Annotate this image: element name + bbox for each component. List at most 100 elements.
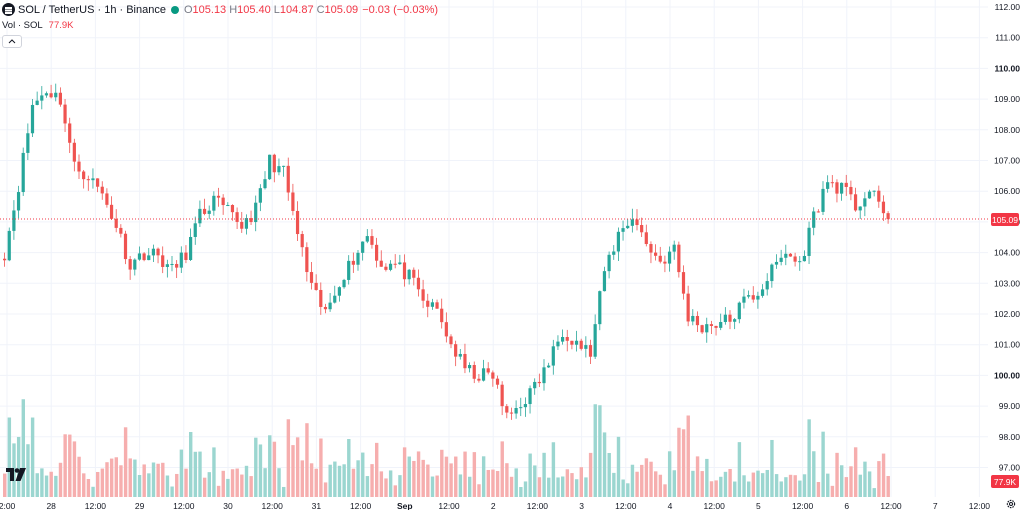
current-price-tag: 105.09 — [991, 213, 1019, 226]
chevron-up-icon — [8, 39, 16, 44]
candle-body — [523, 404, 527, 408]
volume-bar — [472, 452, 477, 497]
candle-body — [849, 186, 853, 195]
price-axis[interactable]: 112.00 111.00 110.00 109.00 108.00 107.00 106.… — [994, 2, 1020, 473]
volume-bar — [626, 483, 630, 497]
time-tick-label: 12:00 — [615, 501, 637, 510]
time-tick-label: 12:00 — [792, 501, 814, 510]
volume-bar — [249, 476, 253, 497]
candle-body — [477, 378, 481, 381]
time-tick-label: 29 — [135, 501, 145, 510]
time-tick-label: 12:00 — [438, 501, 460, 510]
volume-bar — [821, 431, 825, 497]
volume-bar — [82, 473, 86, 497]
candle-body — [156, 248, 160, 256]
candle-body — [881, 201, 886, 214]
market-status-icon[interactable] — [170, 5, 179, 14]
volume-bar — [830, 485, 835, 497]
volume-bar — [407, 456, 411, 497]
volume-bar — [691, 470, 695, 497]
volume-bar — [523, 481, 528, 497]
volume-bar — [305, 423, 309, 497]
volume-bar — [119, 465, 123, 497]
candle-body — [30, 104, 35, 134]
volume-bar — [519, 487, 523, 497]
volume-bar — [58, 462, 63, 497]
candle-body — [542, 367, 546, 384]
volume-bar — [3, 473, 7, 497]
volume-bar — [881, 453, 886, 497]
volume-bar — [393, 485, 397, 497]
volume-bar — [277, 468, 281, 497]
volume-bar — [602, 432, 607, 497]
volume-bar — [495, 471, 500, 497]
candle-body — [342, 279, 346, 288]
volume-label[interactable]: Vol · SOL — [2, 20, 43, 31]
volume-bar — [877, 461, 881, 497]
volume-bar — [612, 472, 616, 497]
candle-body — [361, 241, 365, 253]
volume-bar — [230, 469, 235, 497]
volume-bar — [268, 435, 272, 497]
time-axis[interactable]: 2:00 28 12:00 29 12:00 30 12:00 31 12:00 Sep 12:00… — [0, 501, 990, 510]
candle-body — [886, 213, 890, 220]
volume-bar — [886, 475, 890, 497]
candle-body — [681, 272, 686, 294]
volume-bar — [412, 460, 416, 497]
candle-body — [407, 269, 411, 280]
volume-bar — [802, 474, 807, 497]
candle-body — [277, 166, 281, 173]
volume-bar — [109, 458, 114, 497]
volume-bar — [547, 477, 551, 497]
candle-body — [793, 256, 797, 262]
candle-body — [826, 182, 830, 189]
volume-bar — [161, 462, 165, 497]
candle-body — [282, 165, 286, 167]
volume-bar — [68, 434, 72, 497]
candle-body — [412, 269, 416, 278]
candle-body — [430, 302, 434, 307]
low-value: 104.87 — [279, 3, 314, 16]
candle-body — [481, 368, 486, 381]
candle-body — [737, 302, 741, 320]
tradingview-logo-icon[interactable] — [6, 468, 26, 481]
volume-bar — [579, 467, 583, 497]
gear-icon[interactable] — [1006, 499, 1016, 509]
volume-bar — [26, 444, 30, 497]
volume-bar — [365, 476, 370, 497]
volume-bar — [77, 456, 81, 497]
candle-body — [309, 272, 314, 283]
candle-body — [202, 208, 207, 214]
candle-body — [658, 255, 662, 262]
symbol-title[interactable]: SOL / TetherUS · 1h · Binance — [18, 3, 166, 16]
candle-body — [388, 263, 393, 270]
candle-body — [872, 190, 876, 192]
volume-bar — [616, 436, 621, 497]
volume-bar — [254, 437, 258, 497]
candle-body — [263, 179, 267, 189]
collapse-legend-button[interactable] — [2, 35, 22, 48]
volume-bar — [105, 462, 109, 497]
volume-bar — [816, 481, 821, 497]
volume-bar — [867, 471, 872, 497]
volume-bar — [221, 470, 225, 497]
candle-body — [207, 210, 211, 214]
volume-bar — [142, 464, 146, 497]
candle-body — [742, 296, 746, 303]
candle-body — [68, 123, 72, 143]
candle-body — [375, 244, 379, 261]
candle-body — [495, 378, 500, 385]
time-tick-label: 12:00 — [880, 501, 902, 510]
high-label: H — [229, 3, 238, 16]
volume-bar — [835, 452, 839, 497]
volume-bar — [449, 463, 453, 497]
time-tick-label: 7 — [933, 501, 938, 510]
candle-body — [370, 236, 374, 245]
volume-bar — [96, 471, 100, 497]
candle-body — [165, 264, 169, 267]
volume-bar — [416, 451, 421, 497]
candle-body — [747, 295, 751, 297]
volume-bar — [695, 456, 700, 497]
volume-legend: Vol · SOL 77.9K — [2, 20, 74, 31]
